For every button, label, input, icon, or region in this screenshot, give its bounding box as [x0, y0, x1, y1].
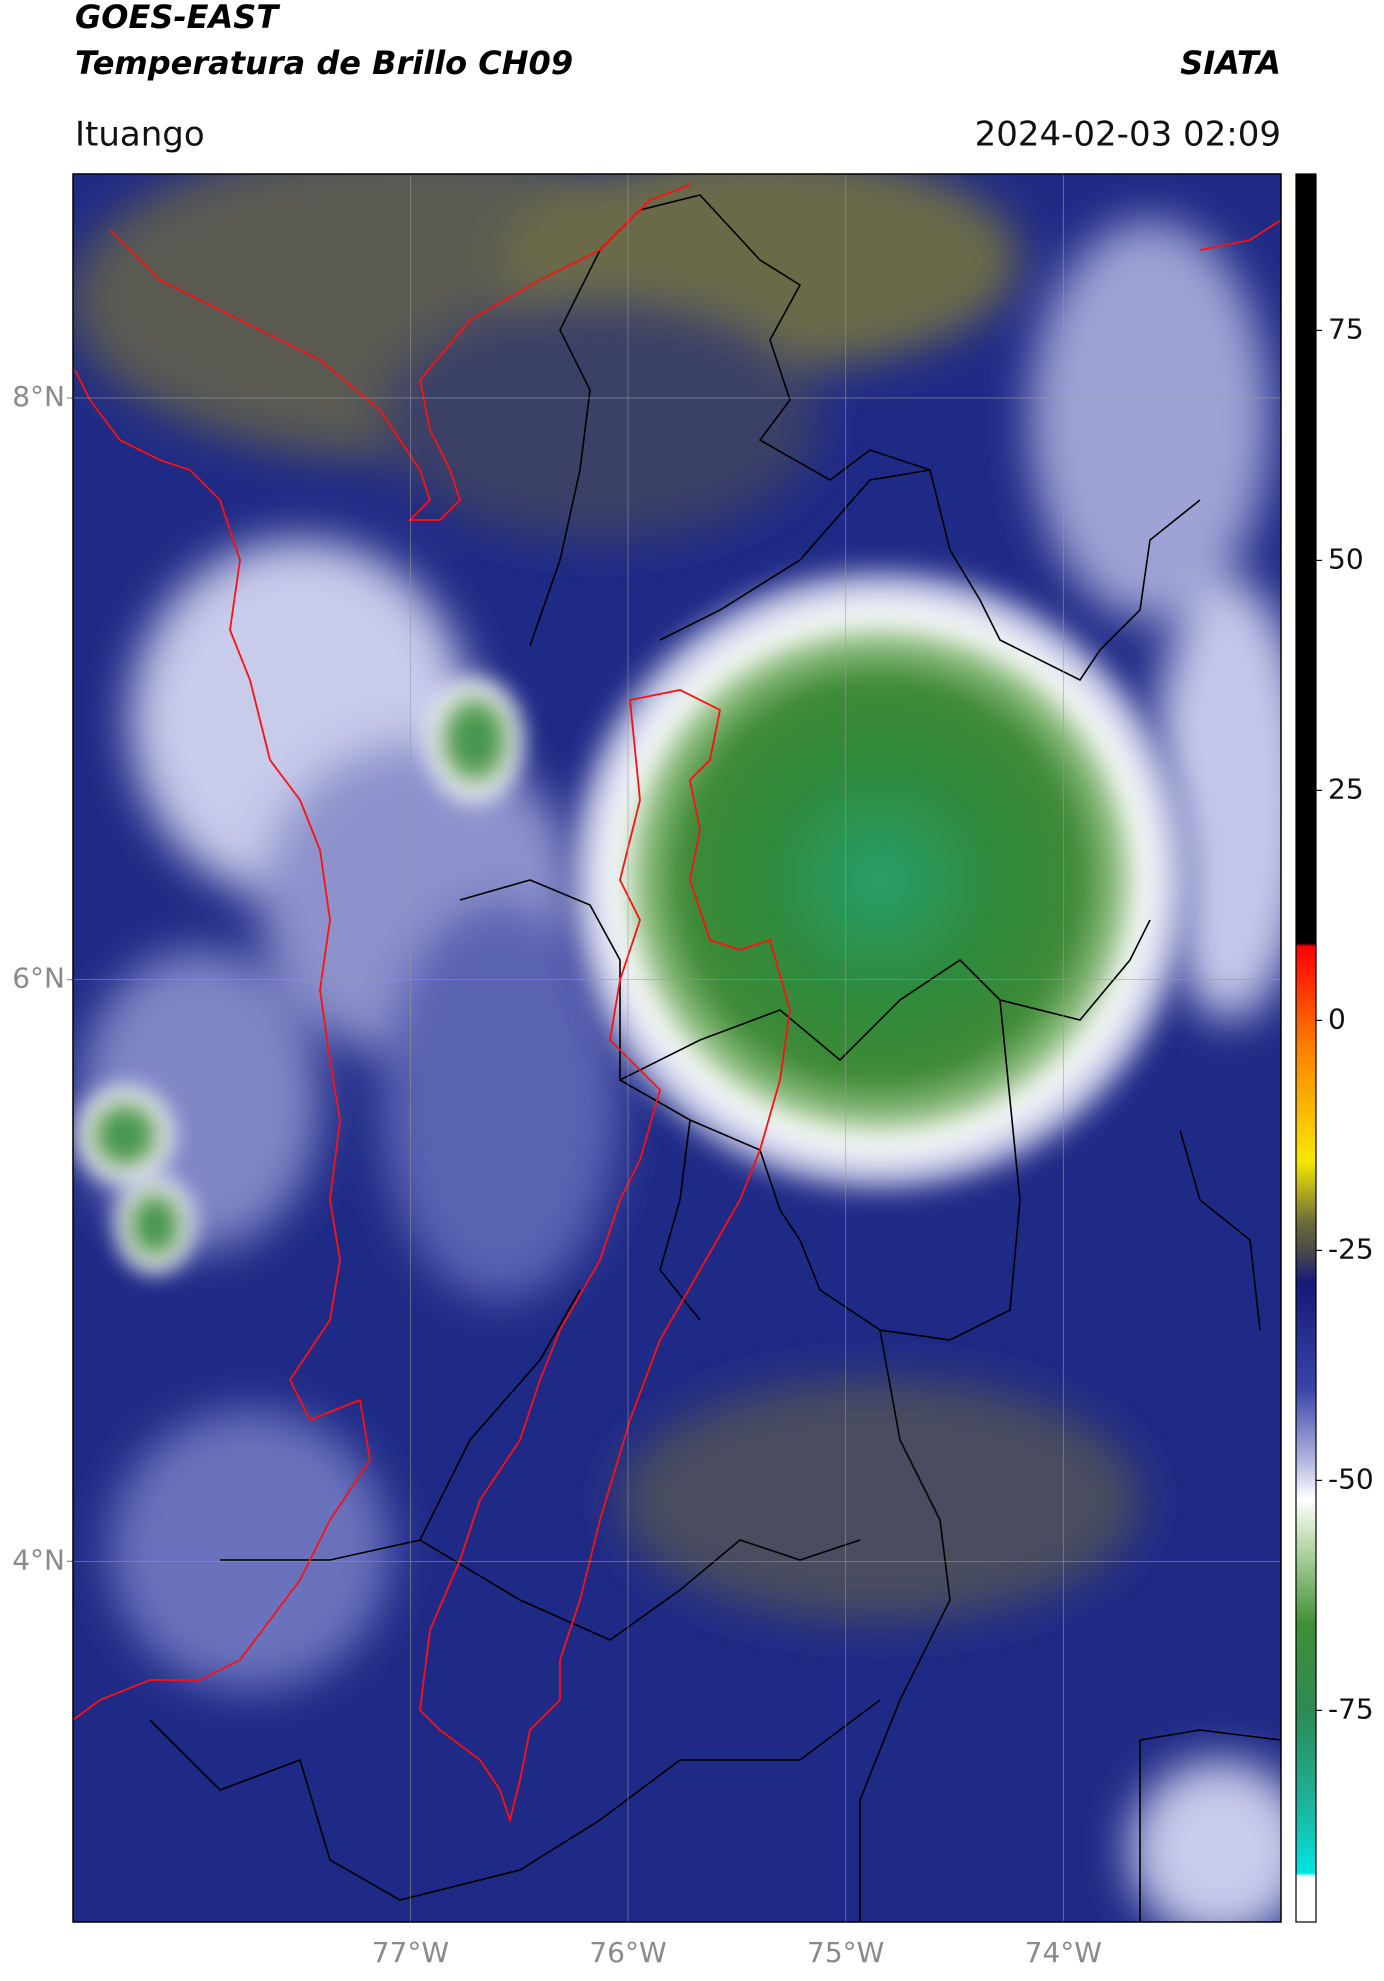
x-tick-label: 76°W — [589, 1936, 666, 1969]
colorbar-tick-label: -75 — [1328, 1692, 1374, 1725]
colorbar-tick-label: -25 — [1328, 1232, 1374, 1265]
product-title: Temperatura de Brillo CH09 — [75, 44, 573, 82]
colorbar-tick-label: 50 — [1328, 542, 1364, 575]
x-tick-label: 75°W — [807, 1936, 884, 1969]
colorbar-tick-label: 75 — [1328, 312, 1364, 345]
y-tick-label: 4°N — [12, 1543, 65, 1576]
satellite-image — [73, 174, 1281, 1922]
x-tick-label: 77°W — [372, 1936, 449, 1969]
map-axes: 77°W 76°W 75°W 74°W 8°N 6°N 4°N — [12, 174, 1281, 1969]
colorbar-frame — [1295, 173, 1317, 1923]
y-tick-label: 6°N — [12, 962, 65, 995]
colorbar-tick-label: 25 — [1328, 772, 1364, 805]
satellite-title: GOES-EAST — [75, 0, 280, 36]
colorbar-axis: 75 50 25 0 -25 -50 -75 — [1316, 312, 1374, 1725]
x-tick-label: 74°W — [1025, 1936, 1102, 1969]
map-frame — [72, 173, 1282, 1923]
y-tick-label: 8°N — [12, 380, 65, 413]
datetime-label: 2024-02-03 02:09 — [975, 115, 1281, 155]
location-label: Ituango — [75, 115, 205, 155]
colorbar-tick-label: -50 — [1328, 1462, 1374, 1495]
colorbar-tick-label: 0 — [1328, 1002, 1346, 1035]
colorbar — [1296, 174, 1316, 1922]
source-label: SIATA — [1180, 44, 1281, 82]
